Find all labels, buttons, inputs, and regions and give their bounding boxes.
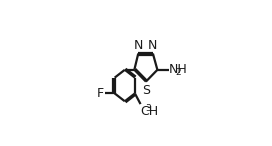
- Text: 3: 3: [145, 104, 151, 113]
- Text: NH: NH: [169, 63, 188, 76]
- Text: 2: 2: [175, 68, 181, 77]
- Text: F: F: [97, 87, 104, 100]
- Text: S: S: [142, 84, 150, 97]
- Text: N: N: [134, 39, 143, 52]
- Text: N: N: [148, 39, 157, 52]
- Text: CH: CH: [141, 105, 159, 118]
